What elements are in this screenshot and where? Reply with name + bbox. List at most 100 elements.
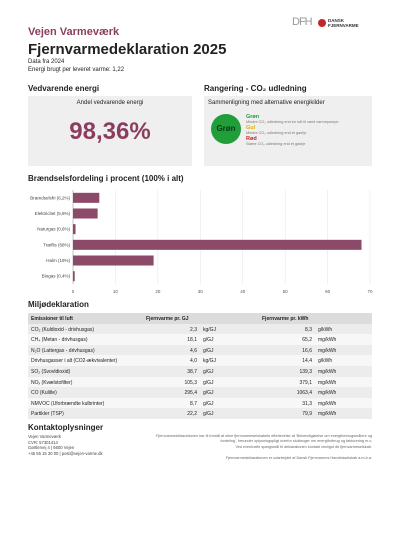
cell: mg/kWh [318, 400, 337, 407]
cell: SO₂ (Svovldioxid) [31, 369, 71, 375]
heading: Vedvarende energi [28, 84, 100, 93]
table-row-bg [28, 344, 372, 356]
x-tick-label: 40 [240, 289, 246, 294]
table-row-bg [28, 366, 372, 377]
legend-text: Større CO₂ udledning end et gasfyr [246, 142, 306, 146]
cell: 105,3 [184, 379, 197, 386]
bar [73, 271, 75, 282]
x-tick-label: 10 [113, 289, 119, 294]
cell: CO (Kulilte) [31, 390, 57, 397]
y-tick-label: Træflis (68%) [43, 242, 70, 247]
cell: Drivhusgasser i alt (CO2-ækvivalenter) [31, 358, 118, 365]
cell: g/GJ [203, 347, 214, 354]
legend-name: Rød [246, 136, 257, 142]
contact-line: +45 55 15 30 00 | post@vejen-varme.dk [28, 450, 103, 456]
legend-name: Grøn [246, 114, 260, 120]
y-tick-label: Brændselsfri (6,2%) [30, 195, 70, 200]
cell: NMVOC (Uforbrændte kulbrinter) [31, 400, 105, 407]
cell: 8,3 [305, 326, 312, 333]
x-tick-label: 70 [367, 289, 373, 294]
x-tick-label: 60 [325, 289, 331, 294]
table-row-bg [28, 376, 372, 388]
table-row-bg [28, 323, 372, 335]
bar [73, 192, 100, 203]
x-tick-label: 30 [198, 289, 204, 294]
y-tick-label: Naturgas (0,6%) [37, 227, 70, 232]
heading: Kontaktoplysninger [28, 423, 104, 432]
cell: g/GJ [203, 369, 214, 375]
cell: g/GJ [203, 379, 214, 386]
column-header: Emissioner til luft [31, 316, 73, 322]
renewable-value: 98,36% [69, 118, 151, 145]
cell: 14,4 [302, 358, 312, 365]
cell: g/GJ [203, 337, 214, 344]
cell: mg/kWh [318, 379, 337, 386]
column-header: Fjernvarme pr. kWh [262, 316, 309, 322]
cell: CO₂ (Kuldioxid - drivhusgas) [31, 326, 95, 333]
cell: 379,1 [299, 379, 312, 386]
rating-badge: Grøn [211, 114, 241, 144]
cell: 295,4 [184, 390, 197, 397]
heading: Miljødeklaration [28, 300, 89, 309]
cell: 16,6 [302, 347, 312, 354]
cell: 139,3 [299, 369, 312, 375]
cell: CH₄ (Metan - drivhusgas) [31, 337, 88, 344]
box-title: Andel vedvarende energi [76, 100, 144, 106]
cell: 1063,4 [296, 390, 312, 397]
company: Vejen Varmeværk [28, 26, 120, 38]
note: Fjernvarmedeklarationen har til formål a… [156, 434, 372, 443]
table-row-bg [28, 387, 372, 398]
cell: NOₓ (Kvælstofilter) [31, 379, 73, 386]
cell: g/GJ [203, 390, 214, 397]
cell: 4,6 [190, 347, 197, 354]
cell: 8,7 [190, 400, 197, 407]
table-row-bg [28, 408, 372, 419]
cell: mg/kWh [318, 369, 337, 375]
legend-text: Mindre CO₂ udledning end et gasfyr [246, 131, 307, 135]
logo-dfh: DFH [292, 16, 313, 28]
logo-word: FJERNVARME [328, 23, 359, 28]
bar [73, 255, 154, 266]
contact-line: Vejen Varmeværk [28, 434, 61, 439]
x-tick-label: 0 [72, 289, 75, 294]
cell: mg/kWh [318, 337, 337, 344]
heading: Rangering - CO₂ udledning [204, 84, 307, 93]
cell: kg/GJ [203, 326, 217, 333]
y-tick-label: Elektricitet (5,8%) [35, 211, 71, 216]
chart: 0 10 20 30 40 50 60 70 Brændselsfri (6,2%) Elektr… [30, 190, 373, 294]
cell: mg/kWh [318, 390, 337, 397]
x-tick-label: 50 [283, 289, 289, 294]
cell: 4,0 [190, 358, 197, 365]
contact-line: Gørtlervej 4 | 6600 Vejen [28, 445, 75, 450]
cell: 31,3 [302, 400, 312, 407]
energy: Energi brugt per leveret varme: 1,22 [28, 67, 125, 73]
cell: mg/kWh [318, 411, 337, 418]
y-tick-label: Halm (19%) [46, 258, 70, 263]
table-row-bg [28, 355, 372, 366]
cell: 79,9 [302, 411, 312, 418]
column-header: Fjernvarme pr. GJ [146, 316, 189, 322]
bar [73, 224, 76, 235]
data-year: Data fra 2024 [28, 59, 65, 65]
logo-dansk: DANSK FJERNVARME [328, 18, 359, 28]
table-row-bg [28, 397, 372, 409]
legend-text: Mindre CO₂ udledning end en luft til van… [246, 120, 339, 124]
x-tick-label: 20 [155, 289, 161, 294]
cell: g/kWh [318, 326, 333, 333]
note: Ved eventuelle spørgsmål til deklaration… [235, 445, 372, 449]
y-tick-label: Biogas (0,4%) [42, 274, 71, 279]
logo-dot [318, 19, 326, 27]
cell: N₂O (Lattergas - drivhusgas) [31, 347, 95, 354]
box-title: Sammenligning med alternative energikild… [208, 100, 325, 106]
cell: Partikler (TSP) [31, 411, 64, 418]
cell: g/GJ [203, 411, 214, 418]
cell: 2,3 [190, 326, 197, 333]
bar [73, 239, 362, 250]
legend-name: Gul [246, 125, 256, 131]
cell: 18,1 [187, 337, 197, 344]
bar [73, 208, 98, 219]
renewable-box [28, 96, 192, 166]
cell: g/kWh [318, 358, 333, 365]
contact-line: CVR: 57301414 [28, 439, 58, 445]
